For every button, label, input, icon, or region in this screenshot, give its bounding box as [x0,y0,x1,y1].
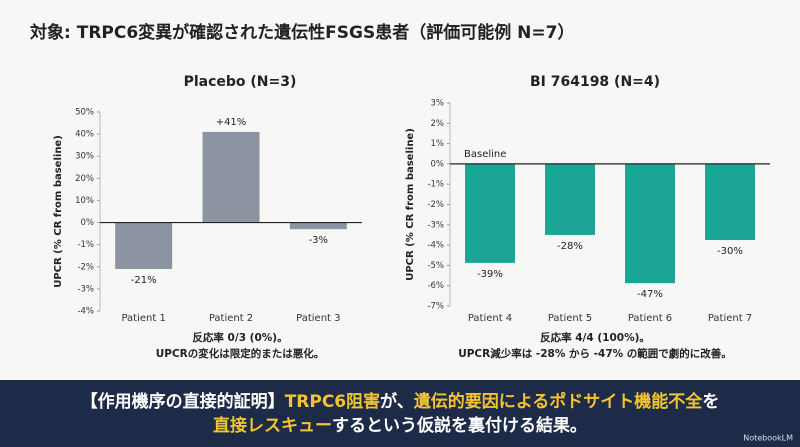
data-label: -28% [557,241,583,252]
y-tick-label: -2% [427,200,444,210]
chart-title: BI 764198 (N=4) [530,74,660,90]
y-tick-label: 50% [75,108,94,118]
banner-segment: するという仮説を裏付ける結果。 [332,415,587,436]
y-tick-label: 10% [75,196,94,206]
note: 反応率 4/4 (100%)。 [540,331,650,344]
banner-line: 【作用機序の直接的証明】TRPC6阻害が、遺伝的要因によるポドサイト機能不全を [81,391,720,412]
bar [289,222,347,230]
data-label: -21% [131,275,157,286]
bar [465,163,515,263]
note: UPCRの変化は限定的または悪化。 [156,347,325,360]
y-tick-label: 1% [431,139,445,149]
x-tick-label: Patient 7 [708,313,752,324]
y-tick-label: 2% [431,119,445,129]
bar [545,163,595,235]
bar [115,222,173,269]
x-tick-label: Patient 6 [628,313,672,324]
y-tick-label: 40% [75,130,94,140]
banner-segment: 遺伝的要因によるポドサイト機能不全 [414,391,703,412]
y-tick-label: -7% [427,302,444,312]
y-tick-label: -1% [427,180,444,190]
x-tick-label: Patient 2 [209,313,253,324]
bar [705,163,755,241]
y-axis-label: UPCR (% CR from baseline) [405,128,416,281]
data-label: -39% [477,269,503,280]
banner-segment: TRPC6阻害 [285,391,380,412]
data-label: +41% [216,117,247,128]
data-label: -3% [309,235,328,246]
bar [202,131,260,223]
watermark: NotebookLM [743,434,793,443]
y-tick-label: 20% [75,174,94,184]
y-tick-label: -6% [427,281,444,291]
y-tick-label: 3% [431,99,445,109]
y-tick-label: -3% [77,284,94,294]
y-tick-label: 30% [75,152,94,162]
note: 反応率 0/3 (0%)。 [192,331,287,344]
bar [625,163,675,284]
y-axis-label: UPCR (% CR from baseline) [53,135,64,288]
slide-title: 対象: TRPC6変異が確認された遺伝性FSGS患者（評価可能例 N=7） [29,22,574,43]
data-label: -30% [717,246,743,257]
x-tick-label: Patient 3 [296,313,340,324]
y-tick-label: -1% [77,240,94,250]
y-tick-label: -4% [427,241,444,251]
banner-segment: 【作用機序の直接的証明】 [81,391,285,412]
chart-title: Placebo (N=3) [184,74,297,90]
y-tick-label: -4% [77,307,94,317]
y-tick-label: 0% [81,218,95,228]
y-tick-label: -2% [77,262,94,272]
y-tick-label: -3% [427,220,444,230]
banner-line: 直接レスキューするという仮説を裏付ける結果。 [213,415,587,436]
data-label: -47% [637,289,663,300]
y-tick-label: -5% [427,261,444,271]
banner [0,380,800,447]
x-tick-label: Patient 1 [121,313,165,324]
x-tick-label: Patient 4 [468,313,512,324]
annotation: Baseline [464,149,506,160]
banner-segment: 直接レスキュー [213,415,332,436]
note: UPCR減少率は -28% から -47% の範囲で劇的に改善。 [458,347,732,360]
x-tick-label: Patient 5 [548,313,592,324]
y-tick-label: 0% [431,159,445,169]
banner-segment: を [702,392,719,412]
banner-segment: が、 [380,391,414,412]
